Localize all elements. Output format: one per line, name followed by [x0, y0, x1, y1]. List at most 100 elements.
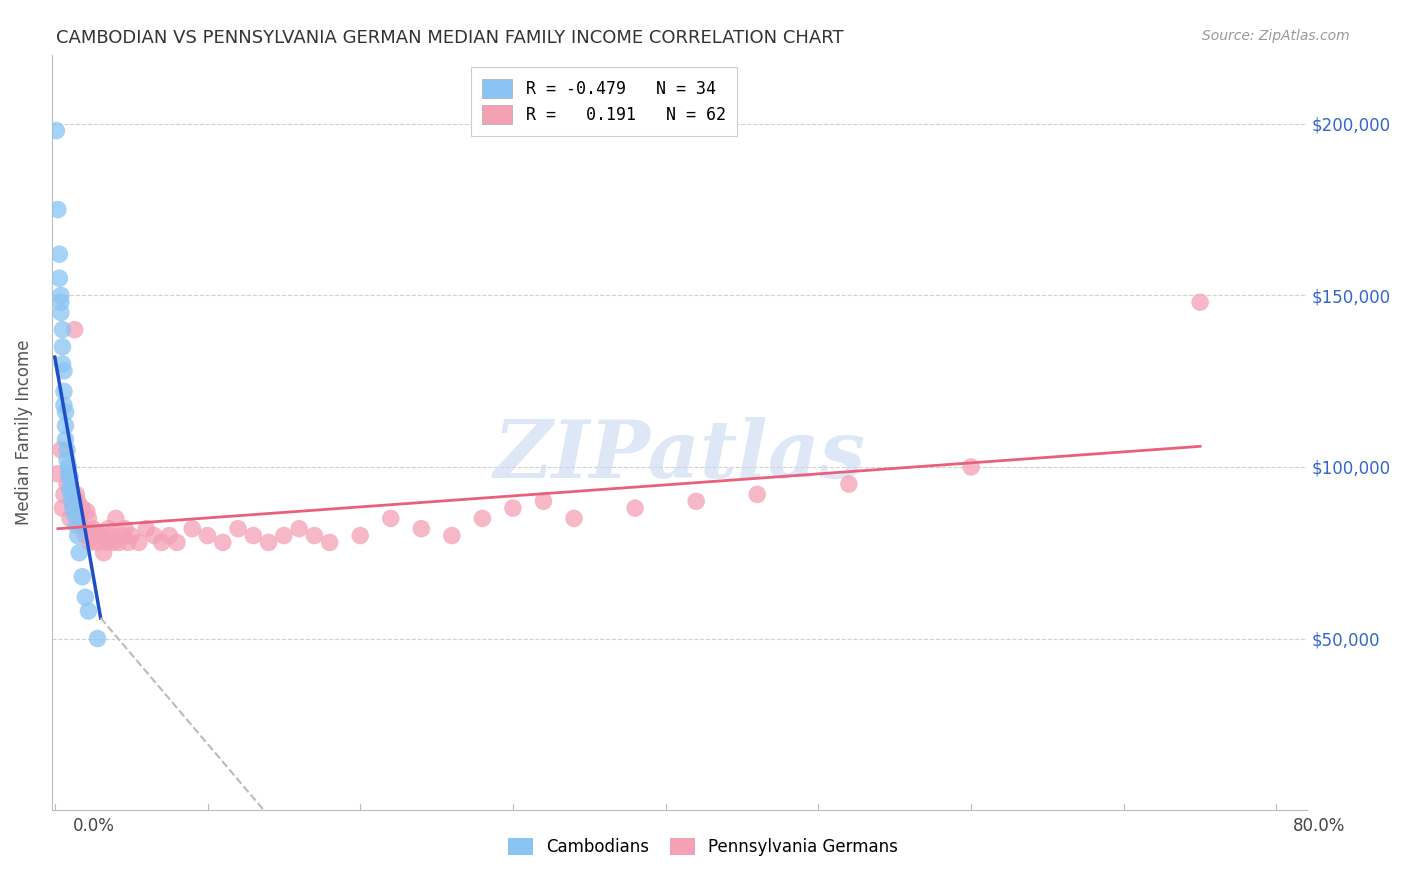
Point [257, 535, 280, 549]
Point [98, 528, 121, 542]
Point [56, 453, 79, 467]
Point [79, 535, 101, 549]
Point [562, 511, 585, 525]
Point [960, 459, 983, 474]
Point [1189, 295, 1212, 310]
Point [242, 528, 264, 542]
Point [111, 528, 134, 542]
Point [58, 459, 80, 474]
Point [48, 271, 70, 285]
Point [62, 501, 84, 516]
Point [56, 442, 79, 457]
Point [46, 467, 69, 481]
Point [49, 288, 72, 302]
Point [90, 528, 112, 542]
Point [55, 433, 77, 447]
Point [46, 202, 69, 217]
Point [49, 295, 72, 310]
Point [48, 247, 70, 261]
Point [51, 501, 73, 516]
Point [75, 591, 97, 605]
Point [59, 511, 82, 525]
Point [211, 535, 233, 549]
Point [63, 508, 86, 522]
Point [838, 477, 860, 491]
Point [157, 528, 180, 542]
Point [166, 535, 188, 549]
Point [60, 494, 83, 508]
Point [143, 528, 166, 542]
Point [66, 528, 89, 542]
Point [150, 535, 173, 549]
Point [226, 522, 249, 536]
Point [55, 405, 77, 419]
Point [411, 522, 433, 536]
Point [86, 632, 108, 646]
Point [128, 535, 150, 549]
Point [82, 522, 104, 536]
Point [349, 528, 371, 542]
Point [624, 501, 647, 516]
Point [120, 528, 142, 542]
Text: Source: ZipAtlas.com: Source: ZipAtlas.com [1202, 29, 1350, 43]
Point [55, 418, 77, 433]
Point [63, 323, 86, 337]
Point [197, 528, 219, 542]
Point [76, 504, 98, 518]
Point [380, 511, 402, 525]
Point [49, 305, 72, 319]
Point [93, 546, 115, 560]
Point [108, 535, 131, 549]
Point [51, 340, 73, 354]
Point [52, 364, 75, 378]
Text: 0.0%: 0.0% [73, 817, 115, 835]
Point [747, 487, 769, 501]
Point [52, 398, 75, 412]
Point [273, 528, 295, 542]
Point [72, 570, 94, 584]
Point [65, 487, 87, 501]
Point [52, 384, 75, 399]
Point [65, 518, 87, 533]
Point [440, 528, 463, 542]
Point [67, 546, 90, 560]
Point [62, 501, 84, 516]
Point [49, 442, 72, 457]
Text: ZIPatlas: ZIPatlas [494, 417, 866, 494]
Point [533, 494, 555, 508]
Point [86, 535, 108, 549]
Point [67, 511, 90, 525]
Text: 80.0%: 80.0% [1292, 817, 1346, 835]
Point [45, 123, 67, 137]
Point [135, 522, 157, 536]
Point [685, 494, 707, 508]
Point [288, 522, 311, 536]
Point [60, 487, 83, 501]
Point [104, 511, 127, 525]
Point [59, 470, 82, 484]
Point [117, 535, 139, 549]
Point [59, 483, 82, 498]
Point [101, 535, 124, 549]
Text: CAMBODIAN VS PENNSYLVANIA GERMAN MEDIAN FAMILY INCOME CORRELATION CHART: CAMBODIAN VS PENNSYLVANIA GERMAN MEDIAN … [56, 29, 844, 46]
Point [318, 535, 340, 549]
Y-axis label: Median Family Income: Median Family Income [15, 340, 32, 525]
Point [304, 528, 326, 542]
Point [58, 467, 80, 481]
Point [96, 535, 118, 549]
Point [97, 522, 120, 536]
Point [52, 487, 75, 501]
Legend: R = -0.479   N = 34, R =   0.191   N = 62: R = -0.479 N = 34, R = 0.191 N = 62 [471, 67, 737, 136]
Point [56, 477, 79, 491]
Point [51, 357, 73, 371]
Point [59, 477, 82, 491]
Point [471, 511, 494, 525]
Point [51, 323, 73, 337]
Legend: Cambodians, Pennsylvania Germans: Cambodians, Pennsylvania Germans [501, 830, 905, 864]
Point [72, 501, 94, 516]
Point [114, 522, 136, 536]
Point [83, 528, 105, 542]
Point [77, 604, 100, 618]
Point [66, 494, 89, 508]
Point [75, 528, 97, 542]
